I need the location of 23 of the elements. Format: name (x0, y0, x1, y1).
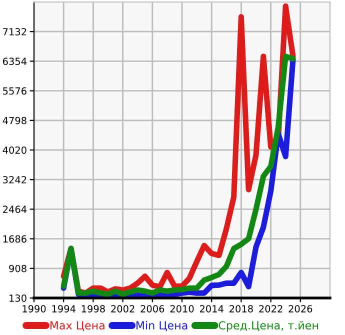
legend-label: Min Цена (136, 320, 188, 332)
legend-label: Сред.Цена, т.йен (218, 321, 318, 332)
x-tick-label: 2014 (200, 305, 224, 312)
x-tick-label: 2026 (288, 305, 312, 312)
y-tick-label: 130 (10, 294, 26, 302)
y-tick-label: 6354 (2, 58, 27, 66)
y-tick-label: 908 (9, 264, 26, 272)
y-tick-label: 3242 (3, 176, 26, 184)
x-tick-label: 1998 (82, 305, 105, 312)
y-tick-label: 4798 (2, 116, 26, 124)
x-tick-label: 2002 (111, 305, 134, 312)
x-tick-label: 1990 (22, 305, 46, 312)
y-tick-label: 7132 (3, 28, 26, 36)
legend-label: Max Цена (50, 321, 104, 332)
y-tick-label: 5576 (3, 87, 26, 95)
x-tick-label: 1994 (52, 305, 76, 312)
y-tick-label: 2464 (3, 206, 27, 214)
y-tick-label: 4020 (2, 146, 26, 154)
x-tick-label: 2010 (170, 305, 194, 312)
x-tick-label: 2022 (259, 305, 282, 312)
y-tick-label: 1686 (3, 235, 26, 243)
x-tick-label: 2018 (230, 305, 253, 312)
x-tick-label: 2006 (140, 305, 164, 312)
